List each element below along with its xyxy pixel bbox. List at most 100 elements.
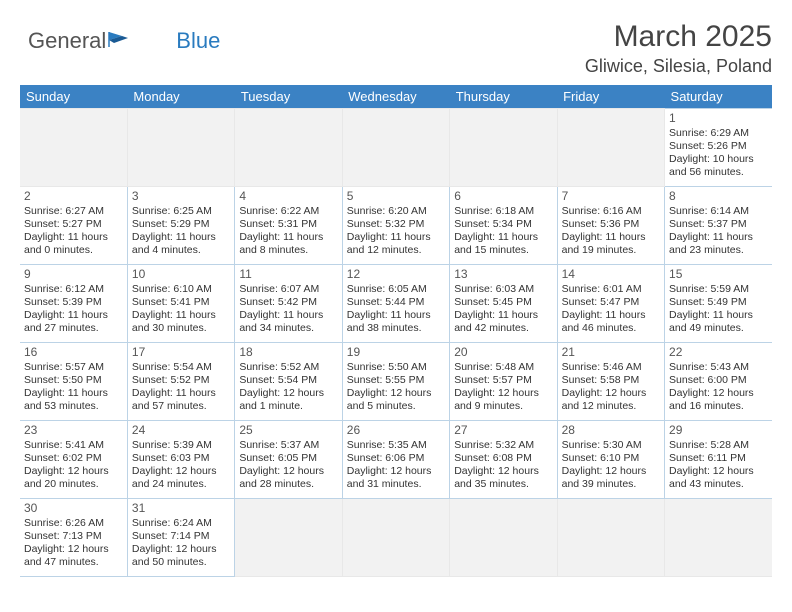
daylight-text: Daylight: 11 hours and 57 minutes.	[132, 387, 230, 413]
calendar-row: 2Sunrise: 6:27 AMSunset: 5:27 PMDaylight…	[20, 187, 772, 265]
day-number: 7	[562, 189, 660, 204]
logo-word2: Blue	[176, 28, 220, 54]
calendar-row: 1Sunrise: 6:29 AMSunset: 5:26 PMDaylight…	[20, 109, 772, 187]
daylight-text: Daylight: 12 hours and 31 minutes.	[347, 465, 445, 491]
day-number: 17	[132, 345, 230, 360]
sunset-text: Sunset: 6:02 PM	[24, 452, 123, 465]
day-number: 4	[239, 189, 337, 204]
sunrise-text: Sunrise: 6:16 AM	[562, 205, 660, 218]
day-number: 18	[239, 345, 337, 360]
sunset-text: Sunset: 5:50 PM	[24, 374, 123, 387]
calendar-cell: 20Sunrise: 5:48 AMSunset: 5:57 PMDayligh…	[450, 343, 557, 421]
weekday-header: Saturday	[665, 85, 772, 109]
daylight-text: Daylight: 11 hours and 12 minutes.	[347, 231, 445, 257]
daylight-text: Daylight: 12 hours and 5 minutes.	[347, 387, 445, 413]
daylight-text: Daylight: 11 hours and 30 minutes.	[132, 309, 230, 335]
sunset-text: Sunset: 5:42 PM	[239, 296, 337, 309]
sunrise-text: Sunrise: 5:37 AM	[239, 439, 337, 452]
day-number: 2	[24, 189, 123, 204]
sunrise-text: Sunrise: 6:07 AM	[239, 283, 337, 296]
sunset-text: Sunset: 5:52 PM	[132, 374, 230, 387]
weekday-header: Monday	[127, 85, 234, 109]
day-number: 25	[239, 423, 337, 438]
day-number: 31	[132, 501, 230, 516]
weekday-header: Sunday	[20, 85, 127, 109]
sunset-text: Sunset: 5:58 PM	[562, 374, 660, 387]
calendar-cell	[665, 499, 772, 577]
calendar-cell: 2Sunrise: 6:27 AMSunset: 5:27 PMDaylight…	[20, 187, 127, 265]
daylight-text: Daylight: 12 hours and 9 minutes.	[454, 387, 552, 413]
daylight-text: Daylight: 11 hours and 42 minutes.	[454, 309, 552, 335]
calendar-cell: 18Sunrise: 5:52 AMSunset: 5:54 PMDayligh…	[235, 343, 342, 421]
sunrise-text: Sunrise: 5:43 AM	[669, 361, 768, 374]
calendar-cell: 17Sunrise: 5:54 AMSunset: 5:52 PMDayligh…	[127, 343, 234, 421]
day-number: 16	[24, 345, 123, 360]
sunrise-text: Sunrise: 5:30 AM	[562, 439, 660, 452]
day-number: 13	[454, 267, 552, 282]
daylight-text: Daylight: 11 hours and 8 minutes.	[239, 231, 337, 257]
daylight-text: Daylight: 12 hours and 47 minutes.	[24, 543, 123, 569]
day-number: 9	[24, 267, 123, 282]
sunrise-text: Sunrise: 6:25 AM	[132, 205, 230, 218]
calendar-table: Sunday Monday Tuesday Wednesday Thursday…	[20, 85, 772, 577]
day-number: 6	[454, 189, 552, 204]
calendar-cell	[342, 109, 449, 187]
daylight-text: Daylight: 10 hours and 56 minutes.	[669, 153, 768, 179]
calendar-cell: 13Sunrise: 6:03 AMSunset: 5:45 PMDayligh…	[450, 265, 557, 343]
sunrise-text: Sunrise: 5:59 AM	[669, 283, 768, 296]
daylight-text: Daylight: 11 hours and 53 minutes.	[24, 387, 123, 413]
calendar-cell: 22Sunrise: 5:43 AMSunset: 6:00 PMDayligh…	[665, 343, 772, 421]
calendar-cell: 9Sunrise: 6:12 AMSunset: 5:39 PMDaylight…	[20, 265, 127, 343]
daylight-text: Daylight: 12 hours and 35 minutes.	[454, 465, 552, 491]
sunrise-text: Sunrise: 5:39 AM	[132, 439, 230, 452]
calendar-cell	[557, 109, 664, 187]
sunset-text: Sunset: 6:11 PM	[669, 452, 768, 465]
day-number: 15	[669, 267, 768, 282]
sunset-text: Sunset: 7:13 PM	[24, 530, 123, 543]
day-number: 8	[669, 189, 768, 204]
sunrise-text: Sunrise: 6:03 AM	[454, 283, 552, 296]
sunrise-text: Sunrise: 6:10 AM	[132, 283, 230, 296]
sunset-text: Sunset: 6:00 PM	[669, 374, 768, 387]
logo-word1: General	[28, 28, 106, 54]
sunset-text: Sunset: 5:26 PM	[669, 140, 768, 153]
calendar-cell: 1Sunrise: 6:29 AMSunset: 5:26 PMDaylight…	[665, 109, 772, 187]
sunset-text: Sunset: 6:10 PM	[562, 452, 660, 465]
daylight-text: Daylight: 11 hours and 27 minutes.	[24, 309, 123, 335]
sunrise-text: Sunrise: 6:29 AM	[669, 127, 768, 140]
calendar-cell	[235, 499, 342, 577]
sunrise-text: Sunrise: 6:24 AM	[132, 517, 230, 530]
flag-icon	[108, 28, 130, 54]
sunrise-text: Sunrise: 6:26 AM	[24, 517, 123, 530]
calendar-cell: 16Sunrise: 5:57 AMSunset: 5:50 PMDayligh…	[20, 343, 127, 421]
day-number: 27	[454, 423, 552, 438]
calendar-cell: 19Sunrise: 5:50 AMSunset: 5:55 PMDayligh…	[342, 343, 449, 421]
daylight-text: Daylight: 11 hours and 46 minutes.	[562, 309, 660, 335]
calendar-cell: 5Sunrise: 6:20 AMSunset: 5:32 PMDaylight…	[342, 187, 449, 265]
sunset-text: Sunset: 5:49 PM	[669, 296, 768, 309]
day-number: 24	[132, 423, 230, 438]
day-number: 12	[347, 267, 445, 282]
calendar-cell: 31Sunrise: 6:24 AMSunset: 7:14 PMDayligh…	[127, 499, 234, 577]
daylight-text: Daylight: 11 hours and 19 minutes.	[562, 231, 660, 257]
daylight-text: Daylight: 11 hours and 0 minutes.	[24, 231, 123, 257]
sunrise-text: Sunrise: 6:01 AM	[562, 283, 660, 296]
sunset-text: Sunset: 5:31 PM	[239, 218, 337, 231]
calendar-row: 9Sunrise: 6:12 AMSunset: 5:39 PMDaylight…	[20, 265, 772, 343]
sunset-text: Sunset: 5:29 PM	[132, 218, 230, 231]
calendar-cell: 10Sunrise: 6:10 AMSunset: 5:41 PMDayligh…	[127, 265, 234, 343]
daylight-text: Daylight: 12 hours and 20 minutes.	[24, 465, 123, 491]
day-number: 5	[347, 189, 445, 204]
daylight-text: Daylight: 12 hours and 16 minutes.	[669, 387, 768, 413]
weekday-header: Friday	[557, 85, 664, 109]
calendar-cell: 27Sunrise: 5:32 AMSunset: 6:08 PMDayligh…	[450, 421, 557, 499]
sunrise-text: Sunrise: 5:48 AM	[454, 361, 552, 374]
sunset-text: Sunset: 5:47 PM	[562, 296, 660, 309]
sunset-text: Sunset: 5:39 PM	[24, 296, 123, 309]
sunrise-text: Sunrise: 5:57 AM	[24, 361, 123, 374]
logo-text: General Blue	[28, 28, 220, 54]
calendar-cell: 12Sunrise: 6:05 AMSunset: 5:44 PMDayligh…	[342, 265, 449, 343]
day-number: 26	[347, 423, 445, 438]
calendar-cell: 24Sunrise: 5:39 AMSunset: 6:03 PMDayligh…	[127, 421, 234, 499]
sunset-text: Sunset: 5:27 PM	[24, 218, 123, 231]
